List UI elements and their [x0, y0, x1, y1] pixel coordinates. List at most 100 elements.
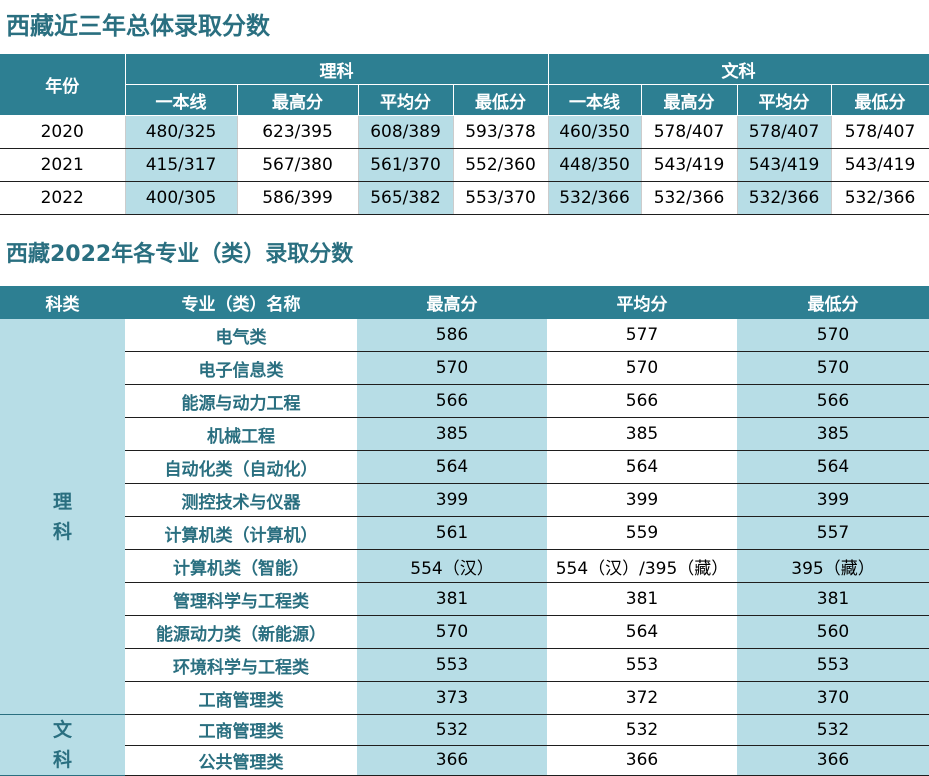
avg-cell: 385	[547, 417, 737, 451]
max-cell: 570	[357, 351, 547, 385]
sub-header: 最高分	[237, 84, 359, 116]
avg-cell: 564	[547, 450, 737, 484]
max-cell: 399	[357, 483, 547, 517]
min-cell: 532	[737, 714, 929, 746]
science-group-header: 理科	[125, 54, 549, 85]
min-cell: 570	[737, 319, 929, 352]
major-cell: 计算机类（计算机）	[125, 516, 357, 550]
min-cell: 399	[737, 483, 929, 517]
table-row: 2020 480/325 623/395 608/389 593/378 460…	[0, 115, 929, 149]
table-row: 电子信息类 570 570 570	[0, 351, 929, 385]
score-cell: 532/366	[641, 181, 738, 215]
major-cell: 环境科学与工程类	[125, 648, 357, 682]
max-header: 最高分	[357, 286, 547, 319]
max-cell: 561	[357, 516, 547, 550]
table-row: 2022 400/305 586/399 565/382 553/370 532…	[0, 181, 929, 215]
table-row: 自动化类（自动化） 564 564 564	[0, 450, 929, 484]
year-cell: 2020	[0, 115, 126, 149]
min-cell: 395（藏）	[737, 549, 929, 583]
min-cell: 553	[737, 648, 929, 682]
sub-header: 最低分	[453, 84, 549, 116]
avg-header: 平均分	[547, 286, 737, 319]
major-cell: 机械工程	[125, 417, 357, 451]
score-cell: 593/378	[453, 115, 549, 149]
score-cell: 543/419	[831, 148, 929, 182]
sub-header: 最高分	[641, 84, 738, 116]
score-cell: 532/366	[831, 181, 929, 215]
min-cell: 564	[737, 450, 929, 484]
avg-cell: 566	[547, 384, 737, 418]
table-row: 计算机类（计算机） 561 559 557	[0, 516, 929, 550]
max-cell: 586	[357, 319, 547, 352]
max-cell: 554（汉）	[357, 549, 547, 583]
table-row: 工商管理类 373 372 370	[0, 681, 929, 715]
min-cell: 557	[737, 516, 929, 550]
table-row: 管理科学与工程类 381 381 381	[0, 582, 929, 616]
major-cell: 测控技术与仪器	[125, 483, 357, 517]
category-header: 科类	[0, 286, 125, 319]
avg-cell: 366	[547, 745, 737, 776]
score-cell: 543/419	[737, 148, 832, 182]
year-cell: 2022	[0, 181, 126, 215]
score-cell: 543/419	[641, 148, 738, 182]
max-cell: 385	[357, 417, 547, 451]
major-cell: 公共管理类	[125, 745, 357, 776]
major-cell: 电气类	[125, 319, 357, 352]
sub-header: 平均分	[358, 84, 454, 116]
score-cell: 623/395	[237, 115, 359, 149]
score-cell: 565/382	[358, 181, 454, 215]
score-cell: 586/399	[237, 181, 359, 215]
avg-cell: 564	[547, 615, 737, 649]
avg-cell: 570	[547, 351, 737, 385]
table-row: 2021 415/317 567/380 561/370 552/360 448…	[0, 148, 929, 182]
table-row: 环境科学与工程类 553 553 553	[0, 648, 929, 682]
max-cell: 564	[357, 450, 547, 484]
score-cell: 415/317	[125, 148, 238, 182]
min-cell: 370	[737, 681, 929, 715]
sub-header: 最低分	[831, 84, 929, 116]
avg-cell: 554（汉）/395（藏）	[547, 549, 737, 583]
category-label: 理科	[52, 490, 72, 543]
avg-cell: 399	[547, 483, 737, 517]
table-row: 能源动力类（新能源） 570 564 560	[0, 615, 929, 649]
score-cell: 608/389	[358, 115, 454, 149]
max-cell: 532	[357, 714, 547, 746]
title-overall-scores: 西藏近三年总体录取分数	[6, 12, 270, 40]
score-cell: 578/407	[641, 115, 738, 149]
score-cell: 578/407	[831, 115, 929, 149]
title-major-scores: 西藏2022年各专业（类）录取分数	[6, 242, 354, 267]
min-header: 最低分	[737, 286, 929, 319]
min-cell: 566	[737, 384, 929, 418]
min-cell: 385	[737, 417, 929, 451]
major-cell: 能源与动力工程	[125, 384, 357, 418]
year-cell: 2021	[0, 148, 126, 182]
score-cell: 448/350	[548, 148, 642, 182]
max-cell: 553	[357, 648, 547, 682]
avg-cell: 381	[547, 582, 737, 616]
score-cell: 400/305	[125, 181, 238, 215]
major-cell: 工商管理类	[125, 681, 357, 715]
sub-header: 一本线	[125, 84, 238, 116]
min-cell: 560	[737, 615, 929, 649]
max-cell: 381	[357, 582, 547, 616]
sub-header: 平均分	[737, 84, 832, 116]
max-cell: 570	[357, 615, 547, 649]
major-cell: 自动化类（自动化）	[125, 450, 357, 484]
major-cell: 计算机类（智能）	[125, 549, 357, 583]
table-row: 能源与动力工程 566 566 566	[0, 384, 929, 418]
major-cell: 电子信息类	[125, 351, 357, 385]
avg-cell: 372	[547, 681, 737, 715]
avg-cell: 532	[547, 714, 737, 746]
score-cell: 578/407	[737, 115, 832, 149]
avg-cell: 559	[547, 516, 737, 550]
major-cell: 管理科学与工程类	[125, 582, 357, 616]
major-cell: 能源动力类（新能源）	[125, 615, 357, 649]
table-row: 文科 工商管理类 532 532 532	[0, 714, 929, 776]
sub-header: 一本线	[548, 84, 642, 116]
score-cell: 567/380	[237, 148, 359, 182]
avg-cell: 577	[547, 319, 737, 352]
min-cell: 366	[737, 745, 929, 776]
score-cell: 460/350	[548, 115, 642, 149]
score-cell: 553/370	[453, 181, 549, 215]
arts-category-cell: 文科	[0, 714, 125, 776]
